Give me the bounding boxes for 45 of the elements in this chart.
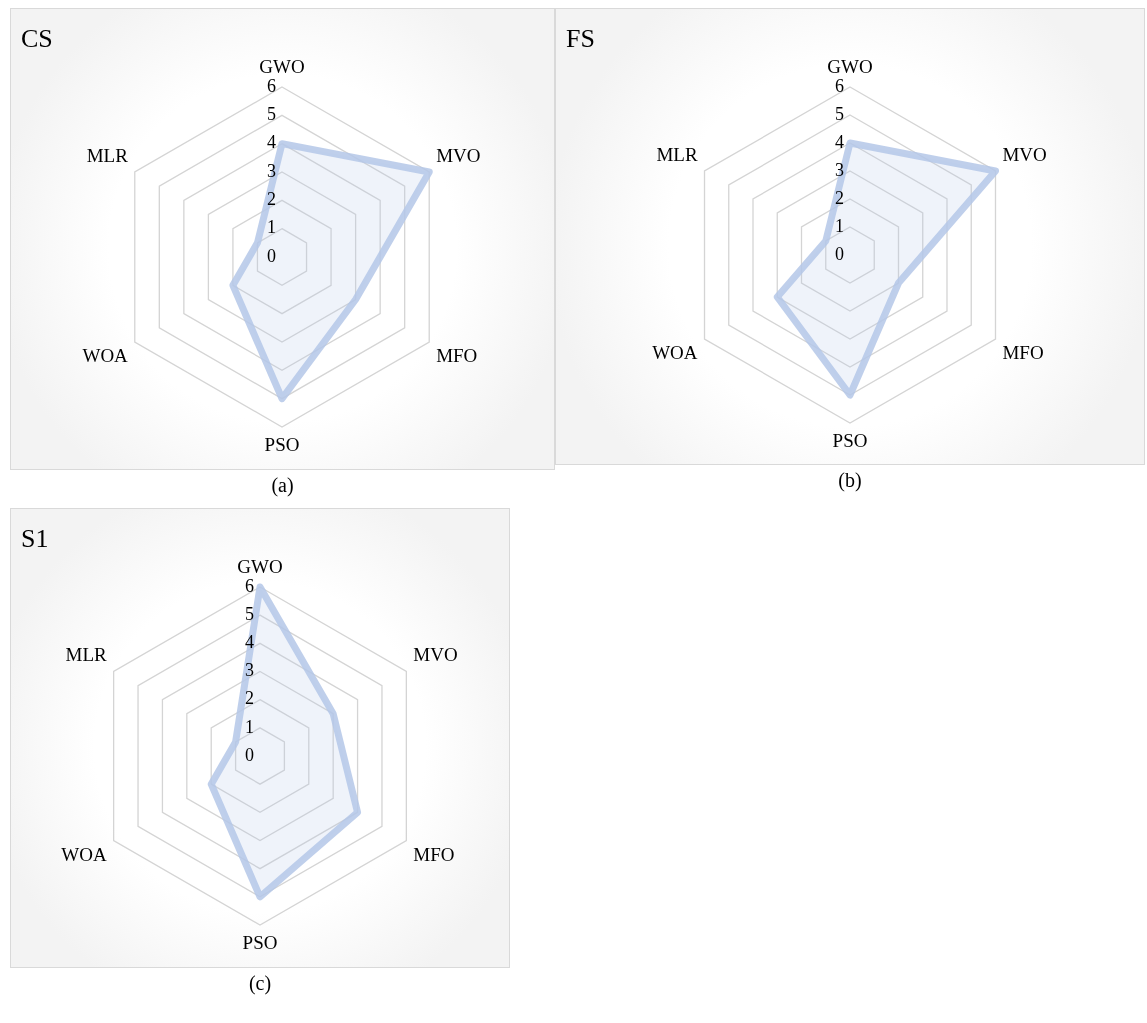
y-tick-label: 4 (835, 131, 844, 152)
text: (a) (270, 474, 295, 497)
chart-title: FS (566, 24, 595, 54)
y-tick-label: 5 (835, 103, 844, 124)
y-tick-label: 3 (835, 159, 844, 180)
spoke-label: MFO (1002, 342, 1044, 364)
spoke-label: MFO (413, 843, 455, 865)
spoke-label: MVO (1002, 143, 1047, 165)
spoke-label: WOA (652, 342, 698, 364)
y-tick-label: 2 (835, 187, 844, 208)
spoke-label: WOA (61, 843, 107, 865)
y-tick-label: 6 (245, 575, 254, 596)
spoke-label: MVO (436, 144, 481, 166)
spoke-label: MLR (656, 143, 698, 165)
y-tick-label: 1 (245, 716, 254, 737)
y-tick-label: 0 (245, 744, 254, 765)
y-tick-label: 5 (267, 104, 276, 125)
spoke-label: PSO (264, 434, 300, 456)
spoke-label: MLR (65, 644, 108, 666)
spoke-label: GWO (237, 555, 283, 577)
y-tick-label: 2 (267, 189, 276, 210)
y-tick-label: 4 (245, 632, 254, 653)
chart-title: S1 (21, 524, 49, 554)
spoke-label: PSO (832, 430, 868, 452)
spoke-label: MFO (436, 345, 478, 367)
y-tick-label: 1 (835, 215, 844, 236)
spoke-label: MVO (413, 644, 458, 666)
y-tick-label: 3 (245, 660, 254, 681)
y-tick-label: 0 (835, 243, 844, 264)
text: (b) (837, 469, 863, 492)
y-tick-label: 0 (267, 245, 276, 266)
text: (c) (247, 972, 273, 995)
y-tick-label: 6 (267, 75, 276, 96)
chart-title: CS (21, 24, 53, 54)
spoke-label: GWO (259, 55, 305, 77)
spoke-label: WOA (82, 345, 129, 367)
y-tick-label: 6 (835, 75, 844, 96)
y-tick-label: 1 (267, 217, 276, 238)
y-tick-label: 4 (267, 132, 276, 153)
y-tick-label: 3 (267, 160, 276, 181)
y-tick-label: 5 (245, 603, 254, 624)
y-tick-label: 2 (245, 688, 254, 709)
spoke-label: GWO (827, 55, 873, 77)
spoke-label: MLR (86, 144, 129, 166)
spoke-label: PSO (242, 932, 278, 954)
